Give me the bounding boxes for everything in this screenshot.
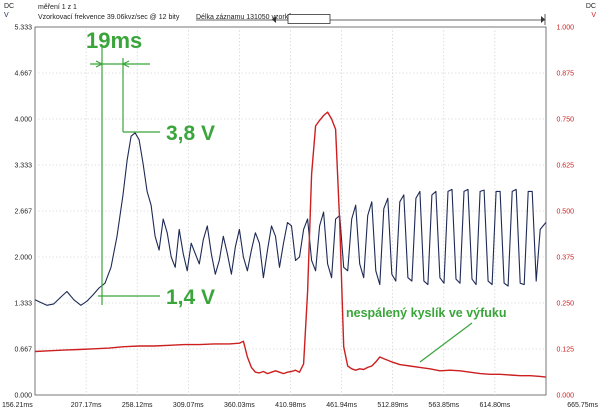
- x-tick-label: 665.75ms: [567, 402, 598, 409]
- left-y-tick-label: 5.333: [14, 25, 32, 32]
- scrollbar-thumb[interactable]: [287, 14, 331, 24]
- record-length-label: Délka záznamu 131050 vzorků: [196, 13, 292, 21]
- channel-2-trace: [34, 111, 546, 378]
- annotation-overlay: [90, 46, 160, 305]
- left-y-tick-label: 2.000: [14, 255, 32, 262]
- x-tick-label: 360.03ms: [224, 402, 255, 409]
- left-y-tick-label: 4.000: [14, 117, 32, 124]
- right-y-tick-label: 1.000: [556, 25, 574, 32]
- right-y-tick-label: 0.375: [556, 255, 574, 262]
- right-y-ticks: 1.000 0.875 0.750 0.625 0.500 0.375 0.250 0.125…: [556, 25, 574, 400]
- left-y-tick-label: 4.667: [14, 71, 32, 78]
- right-y-tick-label: 0.250: [556, 301, 574, 308]
- right-y-tick-label: 0.125: [556, 347, 574, 354]
- peak-voltage-annotation: 3,8 V: [166, 122, 215, 145]
- left-y-tick-label: 2.667: [14, 209, 32, 216]
- base-voltage-annotation: 1,4 V: [166, 286, 215, 309]
- traces: [34, 111, 547, 378]
- x-tick-label: 614.80ms: [480, 402, 511, 409]
- oxygen-pointer-line: [419, 322, 473, 363]
- sampling-rate-label: Vzorkovací frekvence 39.06kvz/sec @ 12 b…: [38, 14, 180, 21]
- measurement-index: měření 1 z 1: [38, 4, 77, 11]
- left-y-tick-label: 1.333: [14, 301, 32, 308]
- right-y-tick-label: 0.625: [556, 163, 574, 170]
- left-axis-unit: DC: [4, 3, 14, 10]
- x-tick-label: 410.98ms: [275, 402, 306, 409]
- right-y-tick-label: 0.750: [556, 117, 574, 124]
- left-y-tick-label: 0.000: [14, 393, 32, 400]
- x-tick-label: 258.12ms: [122, 402, 153, 409]
- left-axis-channel: V: [4, 12, 9, 19]
- x-ticks: 156.21ms 207.17ms 258.12ms 309.07ms 360.03ms…: [2, 402, 598, 409]
- left-y-ticks: 5.333 4.667 4.000 3.333 2.667 2.000 1.333 0.667…: [14, 25, 32, 400]
- record-scrollbar[interactable]: [196, 14, 546, 25]
- oxygen-label: nespálený kyslík ve výfuku: [346, 306, 507, 320]
- x-tick-label: 207.17ms: [71, 402, 102, 409]
- x-tick-label: 309.07ms: [173, 402, 204, 409]
- x-tick-label: 563.85ms: [428, 402, 459, 409]
- left-y-tick-label: 0.667: [14, 347, 32, 354]
- right-axis-unit: DC: [586, 3, 596, 10]
- left-y-tick-label: 3.333: [14, 163, 32, 170]
- x-tick-label: 461.94ms: [326, 402, 357, 409]
- right-axis-channel: V: [591, 12, 596, 19]
- scrollbar-left-arrow-icon[interactable]: [272, 16, 276, 23]
- channel-1-trace: [34, 132, 547, 306]
- x-tick-label: 156.21ms: [2, 402, 33, 409]
- time-delta-annotation: 19ms: [86, 28, 142, 53]
- right-y-tick-label: 0.875: [556, 71, 574, 78]
- right-y-tick-label: 0.000: [556, 393, 574, 400]
- right-y-tick-label: 0.500: [556, 209, 574, 216]
- x-tick-label: 512.89ms: [377, 402, 408, 409]
- scrollbar-right-arrow-icon[interactable]: [541, 16, 545, 23]
